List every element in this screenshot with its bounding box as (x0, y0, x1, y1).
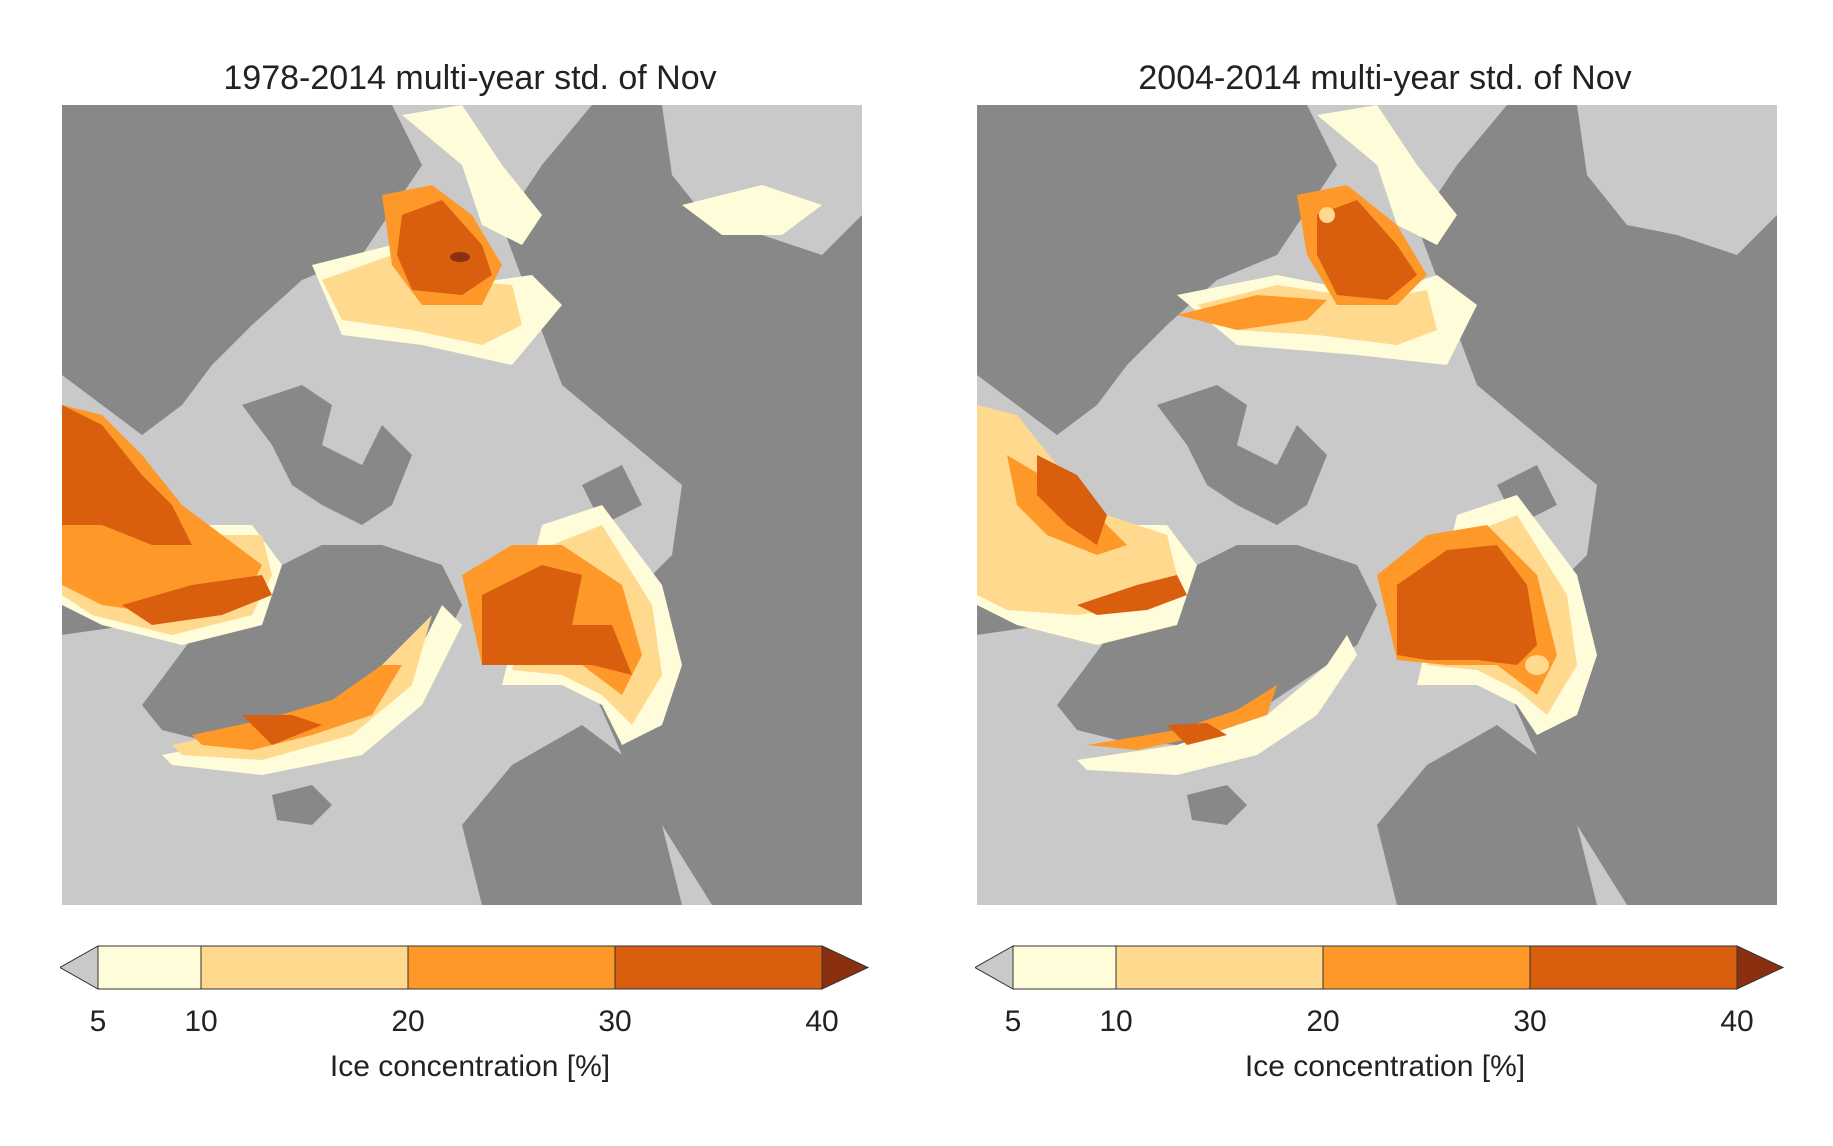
colorbar-bin-5-10 (1012, 945, 1117, 990)
colorbar-under-arrow (60, 945, 99, 990)
arctic-archipelago (242, 385, 412, 525)
labrador-sea (62, 625, 172, 725)
colorbar-bin-10-20 (200, 945, 409, 990)
tick-label: 10 (1099, 1005, 1133, 1038)
tick-label: 20 (1306, 1005, 1340, 1038)
greenland (1057, 545, 1377, 745)
tick-label: 40 (1720, 1005, 1754, 1038)
colorbar (975, 945, 1785, 990)
colorbar-ticks: 5 10 20 30 40 (975, 1005, 1785, 1045)
eurasia-land (502, 105, 862, 905)
colorbar-bin-5-10 (97, 945, 202, 990)
colorbar-over-arrow (821, 945, 870, 990)
std-contour-over-40 (450, 252, 470, 262)
colorbar-bin-20-30 (407, 945, 616, 990)
bering-sea (1577, 105, 1777, 255)
arctic-archipelago (1157, 385, 1327, 525)
colorbar-bin-10-20 (1115, 945, 1324, 990)
arctic-map (62, 105, 862, 905)
std-contour-30-40 (62, 200, 632, 745)
iceland (272, 785, 332, 825)
tick-label: 5 (1004, 1005, 1022, 1038)
scandinavia-land (1377, 725, 1597, 905)
panel-2004-2014: 2004-2014 multi-year std. of Nov (965, 0, 1805, 1146)
arctic-map (977, 105, 1777, 905)
colorbar-over-arrow (1736, 945, 1785, 990)
std-contour-30-40 (1037, 200, 1537, 745)
colorbar-label: Ice concentration [%] (1244, 1050, 1526, 1083)
tick-label: 30 (1513, 1005, 1547, 1038)
north-america-land (977, 105, 1337, 435)
colorbar-bin-30-40 (614, 945, 823, 990)
panel-title: 1978-2014 multi-year std. of Nov (223, 59, 717, 97)
colorbar (60, 945, 870, 990)
colorbar-bin-30-40 (1529, 945, 1738, 990)
labrador-sea (977, 625, 1087, 725)
tick-label: 20 (391, 1005, 425, 1038)
panel-1978-2014: 1978-2014 multi-year std. of Nov (50, 0, 890, 1146)
colorbar-ticks: 5 10 20 30 40 (60, 1005, 870, 1045)
iceland (1187, 785, 1247, 825)
scandinavia-land (462, 725, 682, 905)
colorbar-bin-20-30 (1322, 945, 1531, 990)
tick-label: 10 (184, 1005, 218, 1038)
panel-title: 2004-2014 multi-year std. of Nov (1138, 59, 1632, 97)
eurasia-land (1417, 105, 1777, 905)
colorbar-under-arrow (975, 945, 1014, 990)
tick-label: 30 (598, 1005, 632, 1038)
tick-label: 5 (89, 1005, 107, 1038)
colorbar-label: Ice concentration [%] (329, 1050, 611, 1083)
greenland (142, 545, 462, 745)
north-america-land (62, 105, 422, 435)
tick-label: 40 (805, 1005, 839, 1038)
